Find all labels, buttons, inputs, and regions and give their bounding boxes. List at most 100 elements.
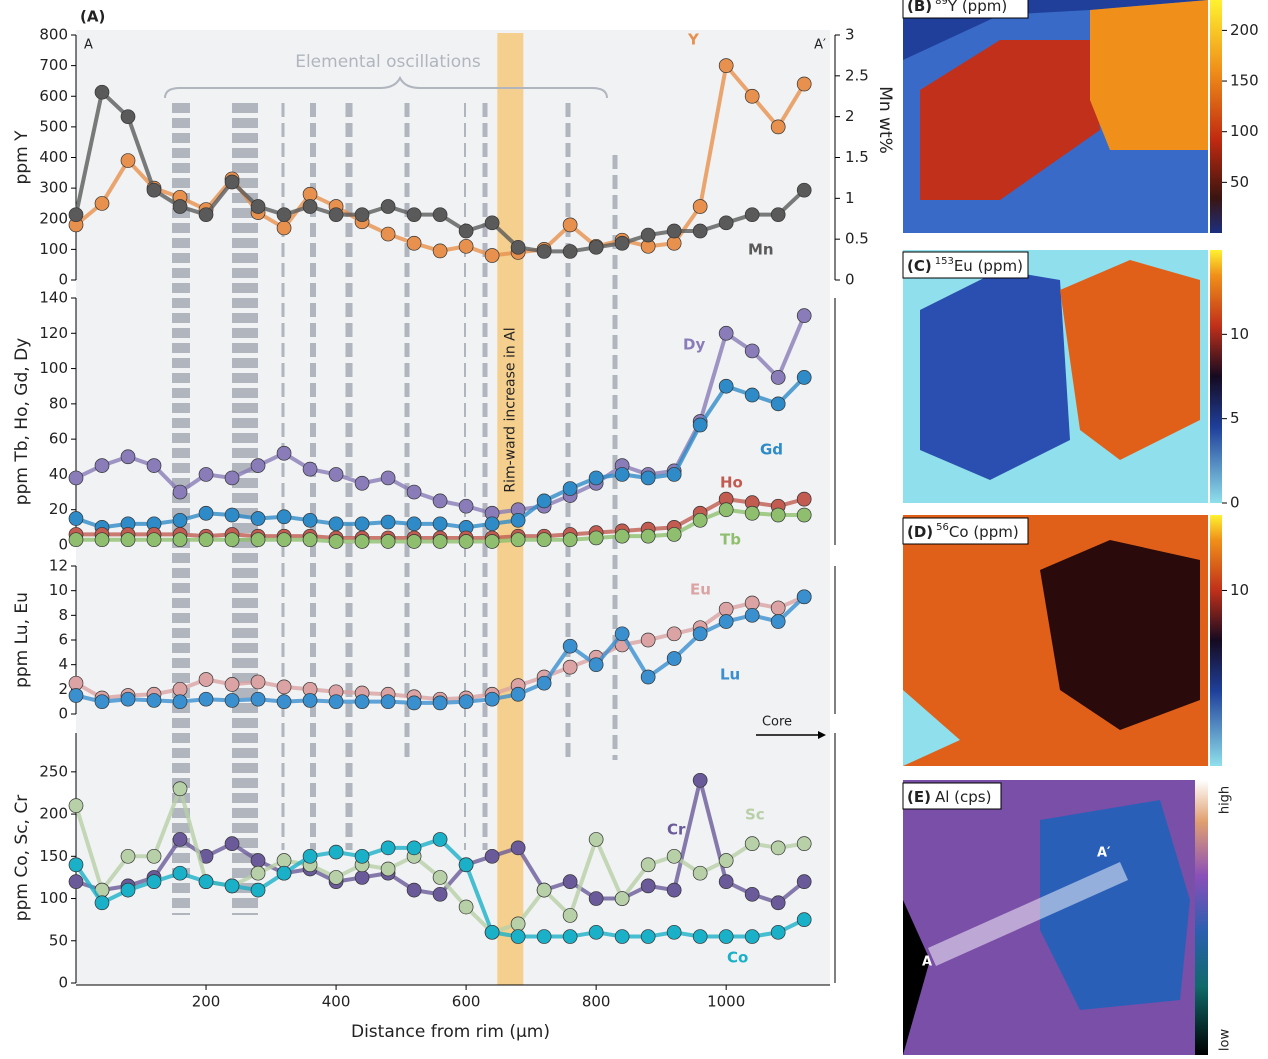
data-point <box>771 370 785 384</box>
data-point <box>667 849 681 863</box>
data-point <box>667 627 681 641</box>
data-point <box>511 240 525 254</box>
data-point <box>303 513 317 527</box>
y-tick-label: 140 <box>39 289 68 307</box>
data-point <box>615 627 629 641</box>
colorbar-tick-label: 150 <box>1230 72 1259 90</box>
series-label: Dy <box>683 336 705 354</box>
data-point <box>199 672 213 686</box>
data-point <box>199 467 213 481</box>
data-point <box>667 652 681 666</box>
data-point <box>589 925 603 939</box>
data-point <box>589 471 603 485</box>
data-point <box>485 692 499 706</box>
colorbar <box>1210 0 1222 233</box>
x-tick-label: 200 <box>192 993 221 1011</box>
data-point <box>693 513 707 527</box>
map-label-part: Co (ppm) <box>949 523 1019 541</box>
data-point <box>251 692 265 706</box>
data-point <box>381 200 395 214</box>
y2-tick-label: 2.5 <box>845 66 869 84</box>
data-point <box>121 450 135 464</box>
data-point <box>797 492 811 506</box>
data-point <box>69 471 83 485</box>
data-point <box>95 196 109 210</box>
data-point <box>225 677 239 691</box>
data-point <box>511 687 525 701</box>
data-point <box>173 485 187 499</box>
data-point <box>693 773 707 787</box>
data-point <box>277 208 291 222</box>
data-point <box>797 590 811 604</box>
data-point <box>589 531 603 545</box>
data-point <box>329 845 343 859</box>
data-point <box>251 200 265 214</box>
data-point <box>69 533 83 547</box>
data-point <box>329 534 343 548</box>
data-point <box>589 658 603 672</box>
colorbar-tick-label: 0 <box>1230 494 1240 512</box>
data-point <box>563 639 577 653</box>
map-label-part: 89 <box>935 0 948 7</box>
data-point <box>433 208 447 222</box>
data-point <box>381 227 395 241</box>
map-image <box>920 270 1070 480</box>
data-point <box>225 533 239 547</box>
data-point <box>459 534 473 548</box>
data-point <box>225 879 239 893</box>
data-point <box>355 849 369 863</box>
data-point <box>563 533 577 547</box>
map-label-part: Al (cps) <box>935 788 991 806</box>
data-point <box>173 513 187 527</box>
series-label: Tb <box>720 531 741 549</box>
data-point <box>225 837 239 851</box>
y2-axis-label: Mn wt% <box>875 86 895 154</box>
data-point <box>797 370 811 384</box>
data-point <box>615 892 629 906</box>
data-point <box>667 883 681 897</box>
data-point <box>147 183 161 197</box>
data-point <box>147 533 161 547</box>
data-point <box>121 883 135 897</box>
series-label: Mn <box>748 241 774 259</box>
map-image <box>1060 260 1200 460</box>
colorbar <box>1210 515 1222 766</box>
data-point <box>693 418 707 432</box>
data-point <box>745 506 759 520</box>
data-point <box>199 875 213 889</box>
data-point <box>381 534 395 548</box>
data-point <box>407 841 421 855</box>
data-point <box>251 866 265 880</box>
y-tick-label: 50 <box>49 931 68 949</box>
data-point <box>277 510 291 524</box>
y2-tick-label: 1 <box>845 189 855 207</box>
data-point <box>615 930 629 944</box>
series-label: Eu <box>690 581 711 599</box>
data-point <box>485 517 499 531</box>
series-label: Y <box>687 31 700 49</box>
y-tick-label: 20 <box>49 500 68 518</box>
data-point <box>95 459 109 473</box>
data-point <box>485 249 499 263</box>
data-point <box>771 508 785 522</box>
data-point <box>95 85 109 99</box>
data-point <box>615 467 629 481</box>
data-point <box>199 533 213 547</box>
data-point <box>277 221 291 235</box>
x-tick-label: 600 <box>452 993 481 1011</box>
y-tick-label: 60 <box>49 430 68 448</box>
data-point <box>147 459 161 473</box>
data-point <box>537 883 551 897</box>
y-tick-label: 12 <box>49 557 68 575</box>
map-label: (C)153Eu (ppm) <box>907 256 1023 275</box>
data-point <box>277 866 291 880</box>
data-point <box>433 494 447 508</box>
data-point <box>407 485 421 499</box>
data-point <box>719 379 733 393</box>
data-point <box>667 527 681 541</box>
map-label-part: 153 <box>935 256 954 267</box>
map-label: (D)56Co (ppm) <box>907 522 1019 541</box>
data-point <box>95 533 109 547</box>
data-point <box>693 224 707 238</box>
data-point <box>511 533 525 547</box>
